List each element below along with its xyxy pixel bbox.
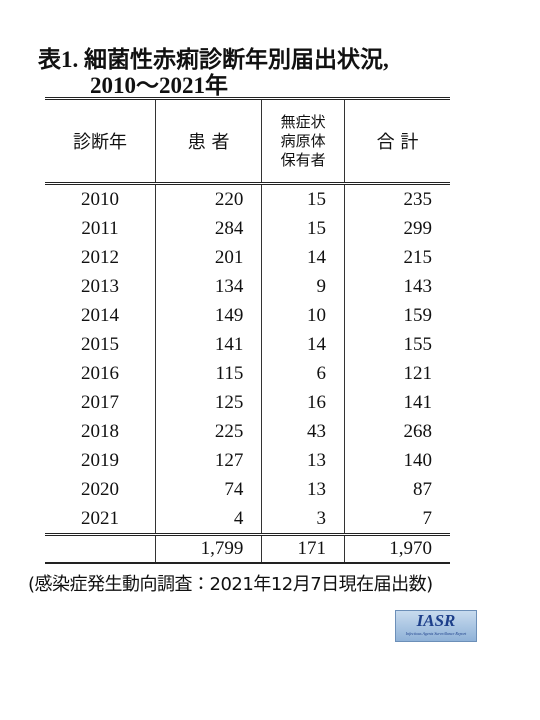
value-cell: 74 — [154, 475, 262, 504]
value-cell: 115 — [154, 359, 262, 388]
year-cell: 2019 — [81, 449, 119, 471]
table-row: 2020 74 13 87 — [45, 475, 450, 504]
value-cell: 9 — [261, 272, 345, 301]
table-row: 2012 201 14 215 — [45, 243, 450, 272]
value-cell: 15 — [261, 183, 345, 214]
title: 表1. 細菌性赤痢診断年別届出状況, — [38, 47, 389, 72]
value-cell: 134 — [154, 272, 262, 301]
value-cell: 141 — [154, 330, 262, 359]
year-cell: 2013 — [81, 275, 119, 297]
value-cell: 149 — [154, 301, 262, 330]
year-cell: 2015 — [81, 333, 119, 355]
table: 診断年患 者無症状 病原体 保有者合 計 2010 220 15 235 2011 284 15… — [45, 97, 450, 564]
year-cell: 2021 — [81, 507, 119, 529]
logo-name: IASR — [416, 611, 456, 630]
value-cell: 155 — [344, 330, 450, 359]
table-row: 2014 149 10 159 — [45, 301, 450, 330]
value-cell: 14 — [261, 243, 345, 272]
value-cell: 7 — [344, 504, 450, 535]
year-cell: 2011 — [81, 217, 119, 239]
total-row: 1,799 171 1,970 — [45, 533, 450, 563]
value-cell: 201 — [154, 243, 262, 272]
table-row: 2018 225 43 268 — [45, 417, 450, 446]
header-cell: 診断年 — [45, 98, 156, 185]
header-cell: 患 者 — [154, 98, 262, 185]
header-line: 無症状 — [280, 112, 326, 131]
value-cell: 127 — [154, 446, 262, 475]
value-cell: 13 — [261, 446, 345, 475]
table-row: 2013 134 9 143 — [45, 272, 450, 301]
value-cell: 159 — [344, 301, 450, 330]
logo-subtitle: Infectious Agents Surveillance Report — [405, 631, 467, 636]
year-cell: 2010 — [81, 188, 119, 210]
value-cell: 143 — [344, 272, 450, 301]
total-cell: 171 — [261, 533, 345, 563]
value-cell: 6 — [261, 359, 345, 388]
value-cell: 15 — [261, 214, 345, 243]
value-cell: 43 — [261, 417, 345, 446]
value-cell: 13 — [261, 475, 345, 504]
value-cell: 140 — [344, 446, 450, 475]
header-cell: 合 計 — [344, 98, 450, 185]
value-cell: 121 — [344, 359, 450, 388]
year-cell: 2017 — [81, 391, 119, 413]
year-cell: 2012 — [81, 246, 119, 268]
table-row: 2011 284 15 299 — [45, 214, 450, 243]
year-cell: 2016 — [81, 362, 119, 384]
value-cell: 16 — [261, 388, 345, 417]
year-cell: 2018 — [81, 420, 119, 442]
table-row: 2015 141 14 155 — [45, 330, 450, 359]
total-cell: 1,799 — [154, 533, 262, 563]
header-line: 保有者 — [280, 150, 326, 169]
table-row: 2010 220 15 235 — [45, 183, 450, 214]
value-cell: 4 — [154, 504, 262, 535]
table-row: 2017 125 16 141 — [45, 388, 450, 417]
header-row: 診断年患 者無症状 病原体 保有者合 計 — [45, 98, 450, 185]
value-cell: 225 — [154, 417, 262, 446]
value-cell: 10 — [261, 301, 345, 330]
year-cell: 2014 — [81, 304, 119, 326]
total-label-cell — [45, 533, 156, 563]
value-cell: 220 — [154, 183, 262, 214]
value-cell: 284 — [154, 214, 262, 243]
header-line: 病原体 — [280, 131, 326, 150]
table-row: 2016 115 6 121 — [45, 359, 450, 388]
value-cell: 141 — [344, 388, 450, 417]
header-cell: 無症状 病原体 保有者 — [261, 98, 345, 185]
table-row: 2021 4 3 7 — [45, 504, 450, 535]
year-cell: 2020 — [81, 478, 119, 500]
footnote: (感染症発生動向調査：2021年12月7日現在届出数) — [28, 574, 433, 595]
title: 2010〜2021年 — [90, 73, 228, 98]
value-cell: 268 — [344, 417, 450, 446]
logo: IASR Infectious Agents Surveillance Repo… — [395, 610, 477, 642]
value-cell: 299 — [344, 214, 450, 243]
value-cell: 235 — [344, 183, 450, 214]
value-cell: 87 — [344, 475, 450, 504]
value-cell: 125 — [154, 388, 262, 417]
value-cell: 215 — [344, 243, 450, 272]
value-cell: 14 — [261, 330, 345, 359]
total-cell: 1,970 — [344, 533, 450, 563]
value-cell: 3 — [261, 504, 345, 535]
table-body: 2010 220 15 235 2011 284 15 299 2012 201 14 215 2013… — [45, 183, 450, 563]
table-row: 2019 127 13 140 — [45, 446, 450, 475]
